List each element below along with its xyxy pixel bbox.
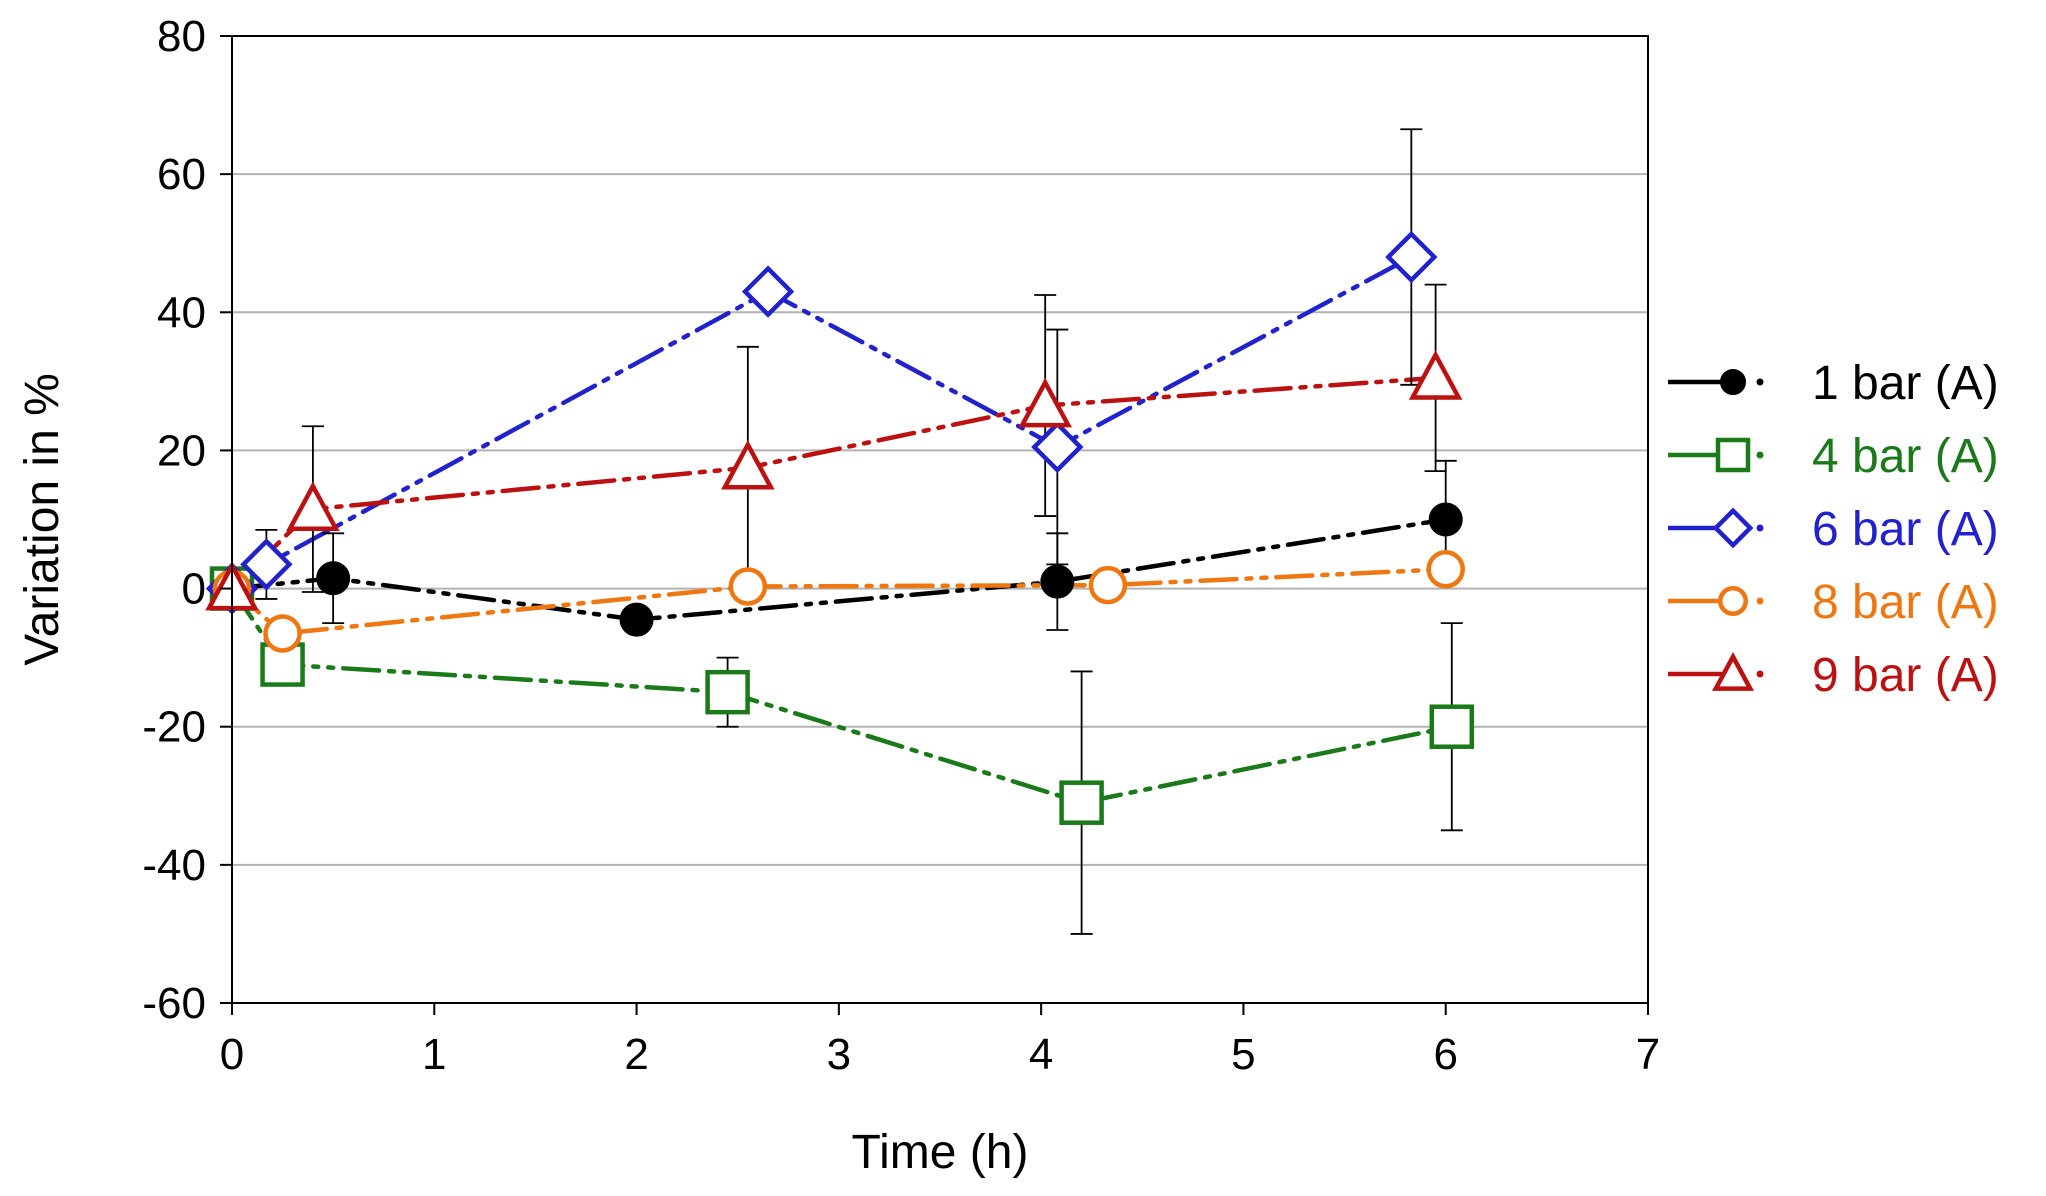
y-tick-label: 80 [157, 12, 206, 61]
x-tick-label: 5 [1231, 1030, 1255, 1079]
y-tick-label: 40 [157, 288, 206, 337]
y-tick-label: -40 [142, 841, 206, 890]
data-markers [205, 230, 1475, 825]
y-tick-label: 60 [157, 150, 206, 199]
gridlines [232, 173, 1648, 866]
data-point [1040, 564, 1075, 599]
y-tick-label: -20 [142, 703, 206, 752]
x-tick-label: 3 [827, 1030, 851, 1079]
data-point [1031, 420, 1084, 474]
x-axis-tick-labels: 0 1 2 3 4 5 6 7 [220, 1030, 1660, 1079]
x-tick-label: 1 [422, 1030, 446, 1079]
series-line-5 [229, 375, 1438, 591]
data-point [240, 538, 293, 591]
series-line-1 [229, 517, 1448, 622]
y-tick-label: 20 [157, 426, 206, 475]
legend-dot [1756, 451, 1764, 459]
legend-label: 8 bar (A) [1812, 576, 1999, 629]
data-point [1426, 549, 1465, 589]
legend-dot [1756, 597, 1764, 605]
legend-dot [1756, 378, 1764, 386]
data-point [286, 481, 340, 531]
y-tick-label: 0 [182, 565, 206, 614]
data-point [1385, 230, 1438, 284]
data-point [1428, 502, 1463, 537]
data-point [1408, 350, 1463, 400]
legend-dot [1756, 524, 1764, 532]
legend-label: 4 bar (A) [1812, 430, 1999, 483]
data-point [1018, 377, 1072, 428]
x-tick-label: 7 [1636, 1030, 1660, 1079]
y-axis-tick-labels: -60 -40 -20 0 20 40 60 80 [142, 12, 206, 1028]
error-bars [255, 128, 1463, 935]
data-point [263, 614, 302, 653]
legend-dot [1756, 670, 1764, 678]
data-point [1429, 704, 1475, 749]
legend: 1 bar (A) 4 bar (A) 6 bar (A) 8 bar (A) 9 ba… [1668, 357, 1999, 702]
legend-label: 1 bar (A) [1812, 357, 1999, 410]
data-point [1059, 780, 1104, 825]
data-point [1088, 565, 1128, 605]
x-tick-label: 4 [1029, 1030, 1053, 1079]
series-line-3 [229, 254, 1414, 591]
data-point [721, 439, 775, 490]
axis-ticks [220, 35, 1649, 1015]
legend-label: 9 bar (A) [1812, 649, 1999, 702]
data-point [316, 561, 351, 596]
legend-marker [1715, 437, 1751, 473]
legend-marker [1712, 507, 1754, 549]
legend-marker [1718, 586, 1748, 616]
data-point [619, 602, 654, 637]
plot-area-frame [231, 35, 1649, 1004]
legend-marker [1720, 369, 1746, 395]
data-point [705, 669, 750, 715]
x-tick-label: 0 [220, 1030, 244, 1079]
series-lines [229, 254, 1455, 806]
data-point [741, 265, 795, 318]
x-tick-label: 2 [624, 1030, 648, 1079]
data-point [728, 567, 768, 606]
legend-marker [1711, 652, 1755, 691]
x-tick-label: 6 [1433, 1030, 1457, 1079]
legend-label: 6 bar (A) [1812, 503, 1999, 556]
y-tick-label: -60 [142, 979, 206, 1028]
x-axis-title: Time (h) [852, 1126, 1029, 1179]
y-axis-title: Variation in % [16, 373, 69, 666]
